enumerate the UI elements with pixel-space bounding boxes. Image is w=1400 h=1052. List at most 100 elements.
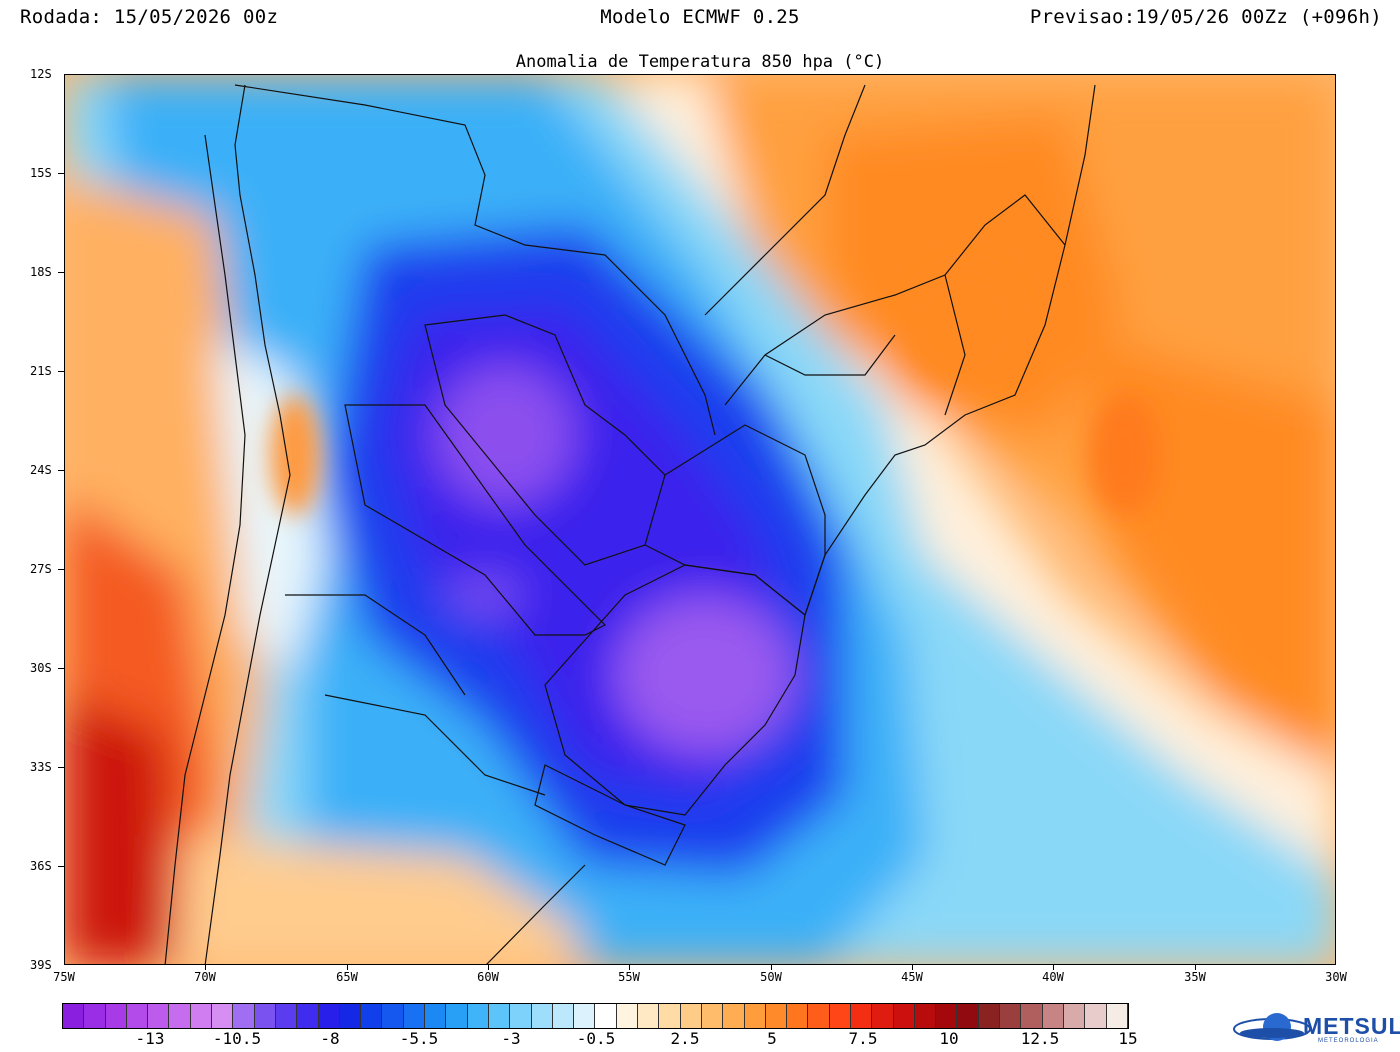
model-name-label: Modelo ECMWF 0.25	[600, 6, 800, 28]
colorbar-swatch	[212, 1004, 234, 1028]
lat-tick	[58, 866, 64, 867]
colorbar-swatch	[1085, 1004, 1107, 1028]
logo-subtitle: METEOROLOGIA	[1318, 1038, 1379, 1044]
colorbar-swatch	[1063, 1004, 1086, 1028]
colorbar-label: -13	[135, 1029, 165, 1048]
lon-tick	[347, 965, 348, 970]
lon-label-40w: 40W	[1042, 970, 1064, 984]
lat-tick	[58, 569, 64, 570]
colorbar-label: -3	[501, 1029, 521, 1048]
colorbar-label: 7.5	[848, 1029, 878, 1048]
run-date-label: Rodada: 15/05/2026 00z	[20, 6, 279, 28]
lon-label-30w: 30W	[1325, 970, 1347, 984]
colorbar-swatch	[829, 1004, 851, 1028]
colorbar-swatch	[1021, 1004, 1043, 1028]
colorbar-swatch	[872, 1004, 894, 1028]
colorbar-swatch	[893, 1004, 915, 1028]
colorbar-swatch	[723, 1004, 745, 1028]
lon-tick	[912, 965, 913, 970]
lon-label-65w: 65W	[336, 970, 358, 984]
colorbar-swatch	[595, 1004, 617, 1028]
colorbar-swatch	[488, 1004, 511, 1028]
colorbar-swatch	[1042, 1004, 1064, 1028]
map-title: Anomalia de Temperatura 850 hpa (°C)	[515, 52, 885, 72]
colorbar-swatch	[275, 1004, 298, 1028]
lat-label-36s: 36S	[30, 859, 52, 873]
colorbar-label: -10.5	[212, 1029, 262, 1048]
colorbar-swatch	[808, 1004, 830, 1028]
colorbar-swatch	[936, 1004, 958, 1028]
colorbar-swatch	[446, 1004, 468, 1028]
colorbar-swatch	[1000, 1004, 1022, 1028]
colorbar-swatch	[297, 1004, 319, 1028]
colorbar-swatch	[1106, 1004, 1128, 1028]
lat-label-39s: 39S	[30, 958, 52, 972]
colorbar-swatch	[233, 1004, 255, 1028]
color-scale-bar	[62, 1003, 1129, 1029]
colorbar-swatch	[914, 1004, 937, 1028]
colorbar-swatch	[361, 1004, 383, 1028]
colorbar-swatch	[126, 1004, 149, 1028]
colorbar-swatch	[148, 1004, 170, 1028]
logo-wordmark: METSUL	[1303, 1013, 1400, 1039]
lon-label-70w: 70W	[194, 970, 216, 984]
political-borders	[164, 84, 1096, 964]
lat-tick	[58, 272, 64, 273]
colorbar-swatch	[105, 1004, 127, 1028]
lon-label-45w: 45W	[901, 970, 923, 984]
colorbar-swatch	[531, 1004, 553, 1028]
colorbar-swatch	[850, 1004, 873, 1028]
lon-tick	[771, 965, 772, 970]
lat-tick	[58, 470, 64, 471]
lat-label-33s: 33S	[30, 760, 52, 774]
lon-tick	[1195, 965, 1196, 970]
colorbar-swatch	[574, 1004, 596, 1028]
colorbar-swatch	[659, 1004, 681, 1028]
colorbar-label: 10	[939, 1029, 959, 1048]
lat-tick	[58, 668, 64, 669]
colorbar-label: 15	[1118, 1029, 1138, 1048]
lon-label-55w: 55W	[618, 970, 640, 984]
lon-label-75w: 75W	[53, 970, 75, 984]
colorbar-swatch	[467, 1004, 489, 1028]
lon-tick	[205, 965, 206, 970]
forecast-time-label: Previsao:19/05/26 00Zz (+096h)	[1029, 6, 1382, 28]
lat-tick	[58, 371, 64, 372]
colorbar-swatch	[190, 1004, 213, 1028]
colorbar-swatch	[616, 1004, 639, 1028]
lat-tick	[58, 173, 64, 174]
metsul-logo-icon	[1233, 1013, 1311, 1041]
lat-tick	[58, 767, 64, 768]
colorbar-swatch	[744, 1004, 766, 1028]
lat-label-18s: 18S	[30, 265, 52, 279]
colorbar-swatch	[254, 1004, 276, 1028]
lat-label-21s: 21S	[30, 364, 52, 378]
colorbar-swatch	[425, 1004, 447, 1028]
colorbar-label: 12.5	[1020, 1029, 1060, 1048]
colorbar-swatch	[638, 1004, 660, 1028]
colorbar-swatch	[382, 1004, 404, 1028]
lat-label-15s: 15S	[30, 166, 52, 180]
colorbar-swatch	[510, 1004, 532, 1028]
colorbar-swatch	[339, 1004, 362, 1028]
colorbar-swatch	[957, 1004, 979, 1028]
lat-label-12s: 12S	[30, 67, 52, 81]
colorbar-swatch	[787, 1004, 809, 1028]
lat-label-30s: 30S	[30, 661, 52, 675]
colorbar-swatch	[765, 1004, 788, 1028]
colorbar-swatch	[318, 1004, 340, 1028]
colorbar-label: -8	[320, 1029, 340, 1048]
lat-label-27s: 27S	[30, 562, 52, 576]
colorbar-swatch	[701, 1004, 724, 1028]
lon-label-50w: 50W	[760, 970, 782, 984]
lat-label-24s: 24S	[30, 463, 52, 477]
anomaly-field	[65, 75, 1335, 964]
colorbar-label: 2.5	[670, 1029, 700, 1048]
colorbar-label: -0.5	[576, 1029, 616, 1048]
colorbar-swatch	[680, 1004, 702, 1028]
colorbar-swatch	[63, 1004, 85, 1028]
temperature-anomaly-map	[64, 74, 1336, 965]
colorbar-label: 5	[767, 1029, 777, 1048]
colorbar-swatch	[552, 1004, 575, 1028]
colorbar-swatch	[84, 1004, 106, 1028]
